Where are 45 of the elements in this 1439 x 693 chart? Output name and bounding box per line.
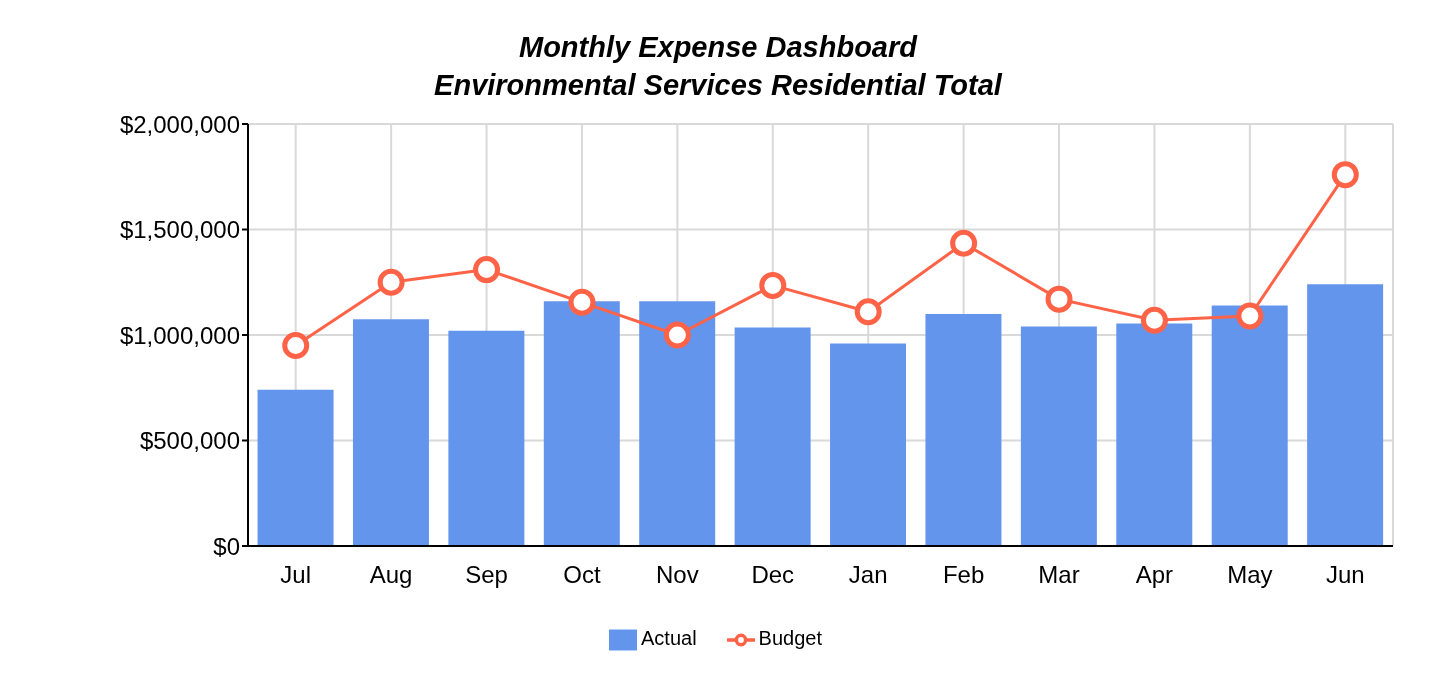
point [377, 268, 405, 296]
bar [1307, 284, 1384, 546]
bar [543, 301, 620, 546]
point [1140, 306, 1168, 334]
x-tick-label: Sep [465, 561, 508, 589]
point [1331, 161, 1359, 189]
y-tick-label: $0 [213, 532, 240, 560]
legend-label: Budget [758, 627, 822, 650]
x-tick-label: Oct [563, 561, 601, 589]
y-tick-label: $1,500,000 [119, 216, 240, 244]
x-tick-label: Apr [1135, 561, 1174, 589]
point [854, 298, 882, 326]
bar [1116, 323, 1193, 546]
bar [1211, 305, 1288, 546]
x-tick-label: Nov [656, 561, 699, 589]
x-tick-label: Jun [1325, 561, 1365, 589]
bar [734, 327, 811, 546]
y-tick-label: $2,000,000 [119, 110, 240, 138]
x-tick-label: Dec [751, 561, 795, 589]
chart-subtitle: Environmental Services Residential Total [433, 68, 1004, 103]
bar [1020, 326, 1097, 546]
point [1236, 302, 1264, 330]
legend-label: Actual [641, 627, 697, 650]
point [568, 288, 596, 316]
y-tick-label: $500,000 [139, 427, 240, 455]
bar [257, 389, 334, 546]
x-tick-label: May [1227, 561, 1273, 589]
point [282, 332, 310, 360]
y-tick-label: $1,000,000 [119, 321, 240, 349]
point [1045, 285, 1073, 313]
x-tick-label: Mar [1038, 561, 1080, 589]
bar [830, 343, 907, 546]
chart-title: Monthly Expense Dashboard [518, 30, 919, 65]
x-tick-label: Jan [848, 561, 888, 589]
bar [352, 319, 429, 546]
bar [639, 301, 716, 546]
x-tick-label: Jul [280, 561, 312, 589]
bar [448, 330, 525, 546]
x-tick-label: Aug [369, 561, 413, 589]
bar [925, 313, 1002, 546]
point [663, 321, 691, 349]
x-tick-label: Feb [942, 561, 985, 589]
point [759, 271, 787, 299]
point [473, 256, 501, 284]
point [950, 229, 978, 257]
